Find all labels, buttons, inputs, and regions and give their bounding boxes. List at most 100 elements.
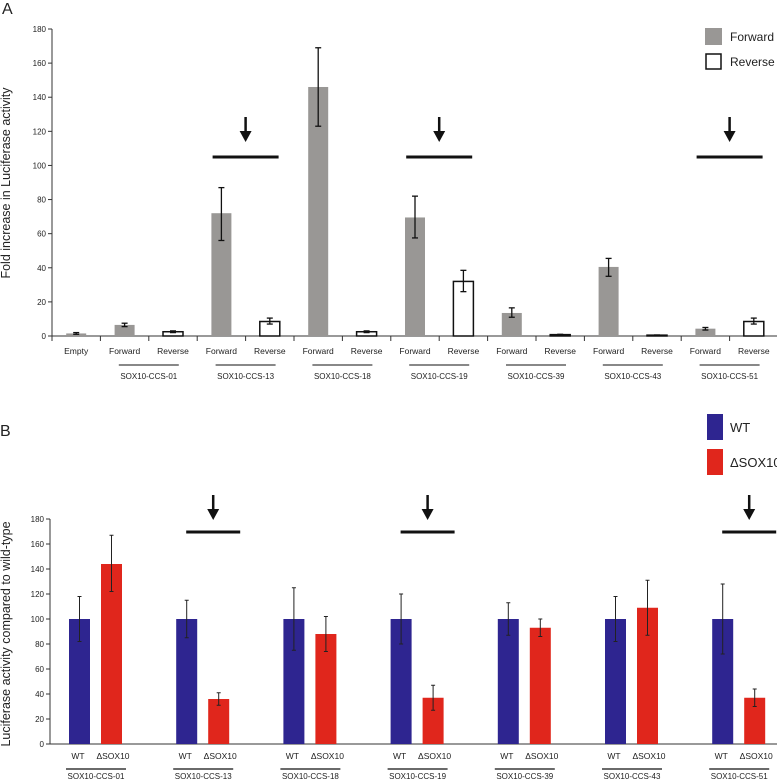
legend-label-dsox10: ΔSOX10 — [730, 455, 777, 470]
panel-a-plot: 0 20 40 60 80 100 120 140 160 180 Empty Forward Reve… — [33, 25, 777, 381]
bar-dsox10 — [637, 607, 658, 744]
y-tick-label: 140 — [33, 93, 47, 102]
arrow-head-icon — [239, 131, 252, 142]
y-tick-label: 80 — [35, 640, 44, 649]
x-tick-label: Forward — [690, 346, 721, 356]
group-label: SOX10-CCS-18 — [314, 372, 371, 381]
x-tick-label: Forward — [593, 346, 624, 356]
legend-swatch-wt — [707, 414, 723, 440]
bar-wt — [605, 619, 626, 744]
y-tick-label: 80 — [37, 196, 46, 205]
arrow-head-icon — [743, 509, 756, 520]
y-tick-label: 40 — [35, 690, 44, 699]
x-tick-label: Reverse — [254, 346, 286, 356]
bar — [598, 266, 619, 336]
x-tick-label: Forward — [109, 346, 140, 356]
bar-wt — [390, 619, 412, 744]
panel-b-label: B — [0, 423, 11, 440]
y-tick-label: 160 — [31, 540, 45, 549]
panel-b-ylabel: Luciferase activity compared to wild-typ… — [0, 521, 13, 746]
x-tick-label: Empty — [64, 346, 89, 356]
x-sublabel: ΔSOX10 — [740, 751, 773, 761]
arrow-head-icon — [433, 131, 446, 142]
bar-wt — [69, 619, 90, 744]
x-sublabel: WT — [500, 751, 513, 761]
x-sublabel: ΔSOX10 — [204, 751, 237, 761]
x-tick-label: Reverse — [448, 346, 480, 356]
bar-wt — [176, 619, 198, 744]
x-tick-label: Forward — [399, 346, 430, 356]
x-sublabel: WT — [393, 751, 406, 761]
x-sublabel: ΔSOX10 — [311, 751, 344, 761]
arrow-head-icon — [421, 509, 434, 520]
y-tick-label: 100 — [31, 615, 45, 624]
arrow-head-icon — [723, 131, 736, 142]
y-tick-label: 60 — [37, 230, 46, 239]
x-sublabel: WT — [715, 751, 728, 761]
bar — [501, 312, 522, 336]
group-label: SOX10-CCS-01 — [120, 372, 177, 381]
legend-swatch-dsox10 — [707, 449, 723, 475]
group-label: SOX10-CCS-43 — [604, 372, 661, 381]
group-label: SOX10-CCS-13 — [217, 372, 274, 381]
bar-wt — [283, 619, 305, 744]
y-tick-label: 120 — [33, 127, 47, 136]
x-sublabel: ΔSOX10 — [632, 751, 665, 761]
y-tick-label: 180 — [31, 515, 45, 524]
y-tick-label: 0 — [40, 740, 45, 749]
x-sublabel: WT — [179, 751, 192, 761]
panel-b-plot: 0 20 40 60 80 100 120 140 160 180 WT ΔSOX10 SOX10-CC… — [31, 414, 777, 781]
bar — [405, 217, 425, 336]
y-tick-label: 20 — [37, 298, 46, 307]
x-sublabel: ΔSOX10 — [525, 751, 558, 761]
group-label: SOX10-CCS-19 — [411, 372, 468, 381]
x-sublabel: ΔSOX10 — [96, 751, 129, 761]
bar-wt — [497, 619, 519, 744]
x-tick-label: Reverse — [157, 346, 189, 356]
group-label: SOX10-CCS-18 — [282, 772, 339, 781]
y-tick-label: 120 — [31, 590, 45, 599]
group-label: SOX10-CCS-43 — [604, 772, 661, 781]
bar-dsox10 — [101, 564, 122, 744]
legend-label-wt: WT — [730, 420, 750, 435]
x-tick-label: Reverse — [544, 346, 576, 356]
x-tick-label: Forward — [496, 346, 527, 356]
y-tick-label: 180 — [33, 25, 47, 34]
x-tick-label: Forward — [206, 346, 237, 356]
group-label: SOX10-CCS-01 — [68, 772, 125, 781]
x-sublabel: WT — [607, 751, 620, 761]
bar — [211, 213, 232, 336]
bar — [695, 328, 716, 336]
x-sublabel: WT — [286, 751, 299, 761]
bar-dsox10 — [422, 697, 444, 744]
arrow-head-icon — [207, 509, 220, 520]
y-tick-label: 100 — [33, 161, 47, 170]
group-label: SOX10-CCS-19 — [389, 772, 446, 781]
bar-dsox10 — [208, 699, 230, 744]
x-tick-label: Reverse — [351, 346, 383, 356]
y-tick-label: 20 — [35, 715, 44, 724]
bar — [114, 324, 135, 336]
x-tick-label: Forward — [303, 346, 334, 356]
group-label: SOX10-CCS-13 — [175, 772, 232, 781]
group-label: SOX10-CCS-39 — [496, 772, 553, 781]
legend-label-forward: Forward — [730, 30, 774, 44]
y-tick-label: 160 — [33, 59, 47, 68]
bar-dsox10 — [744, 697, 766, 744]
legend-label-reverse: Reverse — [730, 55, 775, 69]
x-tick-label: Reverse — [641, 346, 673, 356]
y-tick-label: 0 — [42, 332, 47, 341]
legend-swatch-forward — [705, 28, 722, 45]
legend-swatch-reverse — [705, 53, 722, 70]
x-tick-label: Reverse — [738, 346, 770, 356]
panel-a-label: A — [2, 1, 13, 18]
bar-wt — [712, 619, 734, 744]
x-sublabel: ΔSOX10 — [418, 751, 451, 761]
bar-dsox10 — [529, 627, 551, 744]
x-sublabel: WT — [71, 751, 84, 761]
bar — [308, 86, 329, 336]
bar-dsox10 — [315, 634, 337, 744]
group-label: SOX10-CCS-39 — [508, 372, 565, 381]
group-label: SOX10-CCS-51 — [701, 372, 758, 381]
